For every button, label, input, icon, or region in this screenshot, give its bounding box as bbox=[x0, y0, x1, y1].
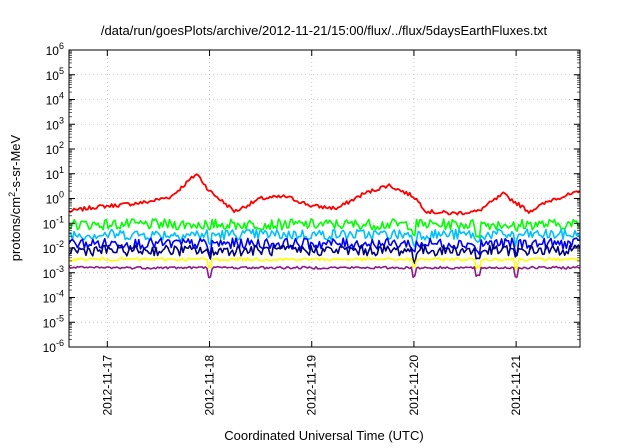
y-tick-exponent: 1 bbox=[59, 165, 64, 175]
y-tick-label: 10-1 bbox=[43, 214, 64, 231]
x-tick-labels: 2012-11-17 2012-11-18 2012-11-19 2012-11-20… bbox=[100, 355, 523, 416]
y-tick-exponent: -5 bbox=[56, 313, 64, 323]
y-tick-label: 105 bbox=[46, 66, 64, 83]
series-line-3 bbox=[68, 228, 581, 248]
y-axis-label-part-b: -s-sr-MeV bbox=[8, 134, 23, 191]
series-group bbox=[68, 173, 581, 279]
y-tick-exponent: 3 bbox=[59, 115, 64, 125]
y-tick-label: 104 bbox=[46, 91, 64, 108]
grid bbox=[69, 50, 580, 347]
y-tick-exponent: 4 bbox=[59, 91, 64, 101]
y-tick-exponent: 5 bbox=[59, 66, 64, 76]
y-tick-base: 10 bbox=[43, 316, 57, 330]
series-line-7 bbox=[68, 265, 581, 279]
series-line-5 bbox=[68, 244, 581, 265]
series-line-4 bbox=[68, 237, 581, 257]
y-tick-base: 10 bbox=[43, 267, 57, 281]
y-tick-exponent: 6 bbox=[59, 41, 64, 51]
y-tick-base: 10 bbox=[46, 168, 60, 182]
y-tick-exponent: -3 bbox=[56, 264, 64, 274]
y-tick-label: 10-6 bbox=[43, 338, 64, 355]
x-tick-label: 2012-11-21 bbox=[509, 355, 523, 416]
y-tick-exponent: -6 bbox=[56, 338, 64, 348]
x-tick-label: 2012-11-20 bbox=[407, 355, 421, 416]
y-tick-label: 106 bbox=[46, 41, 64, 58]
y-tick-base: 10 bbox=[46, 143, 60, 157]
x-axis-label: Coordinated Universal Time (UTC) bbox=[224, 428, 423, 443]
series-line-6 bbox=[68, 256, 581, 270]
series-line-1 bbox=[68, 173, 581, 216]
y-tick-base: 10 bbox=[43, 242, 57, 256]
y-axis-label-sup: 2 bbox=[7, 192, 17, 197]
y-tick-exponent: -2 bbox=[56, 239, 64, 249]
chart-title: /data/run/goesPlots/archive/2012-11-21/1… bbox=[101, 23, 548, 38]
y-tick-base: 10 bbox=[46, 69, 60, 83]
y-tick-label: 103 bbox=[46, 115, 64, 132]
y-tick-base: 10 bbox=[46, 94, 60, 108]
y-tick-exponent: -1 bbox=[56, 214, 64, 224]
y-tick-label: 10-5 bbox=[43, 313, 64, 330]
y-tick-base: 10 bbox=[46, 44, 60, 58]
y-tick-base: 10 bbox=[43, 292, 57, 306]
y-tick-label: 100 bbox=[46, 190, 64, 207]
y-tick-exponent: 2 bbox=[59, 140, 64, 150]
y-tick-label: 10-2 bbox=[43, 239, 64, 256]
y-tick-label: 10-4 bbox=[43, 289, 64, 306]
y-tick-label: 101 bbox=[46, 165, 64, 182]
x-tick-label: 2012-11-17 bbox=[100, 355, 114, 416]
y-tick-label: 102 bbox=[46, 140, 64, 157]
x-tick-label: 2012-11-18 bbox=[203, 355, 217, 416]
y-axis-label-part-a: protons/cm bbox=[8, 197, 23, 261]
y-tick-labels: 10-610-510-410-310-210-11001011021031041… bbox=[43, 41, 64, 355]
y-tick-base: 10 bbox=[46, 193, 60, 207]
y-tick-base: 10 bbox=[43, 217, 57, 231]
y-axis-label: protons/cm2-s-sr-MeV bbox=[7, 134, 23, 261]
ticks bbox=[69, 49, 580, 348]
series-line-2 bbox=[68, 218, 581, 239]
y-tick-label: 10-3 bbox=[43, 264, 64, 281]
y-tick-base: 10 bbox=[46, 118, 60, 132]
y-tick-exponent: -4 bbox=[56, 289, 64, 299]
y-tick-exponent: 0 bbox=[59, 190, 64, 200]
y-tick-base: 10 bbox=[43, 341, 57, 355]
x-tick-label: 2012-11-19 bbox=[305, 355, 319, 416]
